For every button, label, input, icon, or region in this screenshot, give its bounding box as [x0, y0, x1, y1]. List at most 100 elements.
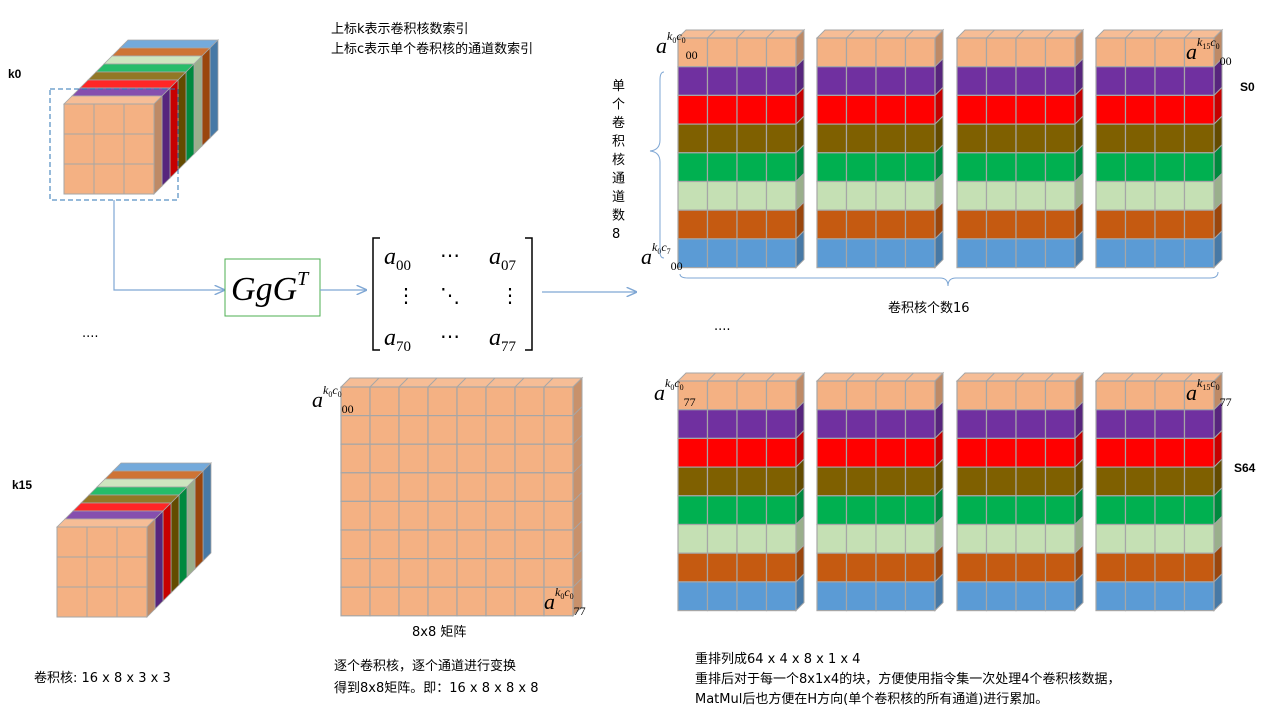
matrix-cell — [485, 529, 516, 560]
column-block — [955, 28, 1085, 269]
selection-dashed-box — [49, 88, 179, 201]
matrix-cell — [543, 557, 574, 588]
arrow-kernel-to-transform — [113, 200, 224, 290]
channel-slab — [56, 518, 156, 618]
channel-label-char: 积 — [612, 135, 625, 150]
annotation-grid-bottom: ak0c077 — [544, 585, 586, 618]
channel-label-char: 卷 — [612, 115, 625, 131]
kernel-count-label: 卷积核个数16 — [888, 300, 970, 316]
column-block — [815, 28, 945, 269]
matrix-cell — [485, 443, 516, 474]
svg-text:⋯: ⋯ — [440, 324, 460, 348]
matrix-cell — [543, 529, 574, 560]
matrix-cell — [514, 529, 545, 560]
matrix-cell — [543, 586, 574, 617]
matrix-cell — [514, 415, 545, 445]
matrix-cell — [485, 472, 516, 502]
matrix-cell — [340, 443, 371, 474]
kernel-count-brace — [679, 271, 1219, 287]
note-superscript-c: 上标c表示单个卷积核的通道数索引 — [331, 41, 533, 57]
svg-text:a00: a00 — [384, 244, 411, 274]
svg-text:⋯: ⋯ — [440, 243, 460, 267]
column-block — [676, 371, 806, 612]
matrix-cell — [514, 586, 545, 617]
svg-text:⋮: ⋮ — [500, 283, 520, 307]
channel-label-char: 单 — [612, 79, 625, 94]
channel-label-char: 数 — [612, 209, 625, 224]
matrix-cell — [543, 443, 574, 474]
svg-text:⋮: ⋮ — [396, 283, 416, 307]
matrix-cell — [398, 529, 429, 560]
label-s0: S0 — [1240, 80, 1255, 94]
matrix-cell — [427, 443, 458, 474]
matrix-cell — [398, 443, 429, 474]
matrix-cell — [456, 386, 487, 417]
column-block — [1094, 28, 1224, 269]
matrix-cell — [427, 586, 458, 617]
matrix-cell — [369, 529, 400, 560]
annotation-bottom-right: ak15c077 — [1186, 376, 1232, 409]
matrix-cell — [427, 500, 458, 531]
matrix-cell — [456, 415, 487, 445]
matrix-cell — [514, 443, 545, 474]
matrix-cell — [369, 415, 400, 445]
matrix-cell — [456, 500, 487, 531]
channel-label-char: 通 — [612, 172, 625, 187]
matrix-cell — [398, 472, 429, 502]
matrix-label: 8x8 矩阵 — [412, 625, 466, 640]
channel-slab — [63, 95, 163, 195]
matrix-cell — [398, 415, 429, 445]
matrix-cell — [398, 557, 429, 588]
annotation-grid-top: ak0c000 — [312, 383, 354, 416]
matrix-cell — [427, 386, 458, 417]
matrix-cell — [398, 500, 429, 531]
channel-brace — [649, 71, 665, 259]
annotation-bottom-left: ak0c077 — [654, 376, 696, 409]
matrix-cell — [340, 500, 371, 531]
channel-label-char: 8 — [612, 227, 620, 242]
column-block — [815, 371, 945, 612]
matrix-cell — [514, 472, 545, 502]
svg-text:a07: a07 — [489, 244, 517, 274]
channel-label-char: 道 — [612, 190, 625, 205]
column-block — [676, 28, 806, 269]
annotation-top-left-last: ak0c700 — [641, 240, 683, 273]
transform-desc-line1: 逐个卷积核，逐个通道进行变换 — [334, 658, 516, 674]
matrix-notation: a00 a07 a70 a77 ⋯ ⋯ ⋮ ⋮ ⋱ — [372, 237, 533, 355]
channel-label-char: 核 — [612, 153, 625, 168]
transform-formula: GgGT — [231, 268, 310, 308]
matrix-cell — [340, 557, 371, 588]
matrix-8x8-grid — [339, 376, 584, 618]
matrix-cell — [485, 386, 516, 417]
rearrange-desc-line2: 重排后对于每一个8x1x4的块，方便使用指令集一次处理4个卷积核数据， — [695, 671, 1120, 687]
annotation-top-left-first: ak0c000 — [656, 29, 698, 62]
matrix-cell — [514, 500, 545, 531]
matrix-cell — [369, 500, 400, 531]
label-s64: S64 — [1234, 461, 1256, 475]
note-superscript-k: 上标k表示卷积核数索引 — [331, 21, 469, 37]
matrix-cell — [340, 529, 371, 560]
matrix-cell — [398, 586, 429, 617]
ellipsis-left: .... — [82, 326, 99, 341]
kernel-cube-k15 — [56, 462, 212, 618]
matrix-cell — [485, 415, 516, 445]
transform-box — [224, 258, 321, 317]
channel-label-char: 个 — [612, 98, 625, 113]
rearrange-desc-line1: 重排列成64 x 4 x 8 x 1 x 4 — [695, 651, 860, 667]
column-stacks-s64 — [676, 371, 1224, 612]
matrix-cell — [543, 415, 574, 445]
annotation-top-right: ak15c000 — [1186, 35, 1232, 68]
svg-text:⋱: ⋱ — [440, 283, 460, 307]
svg-text:a77: a77 — [489, 325, 517, 355]
matrix-cell — [485, 500, 516, 531]
matrix-cell — [369, 557, 400, 588]
matrix-cell — [369, 586, 400, 617]
matrix-cell — [543, 472, 574, 502]
matrix-cell — [427, 529, 458, 560]
svg-text:a70: a70 — [384, 325, 411, 355]
matrix-cell — [398, 386, 429, 417]
matrix-cell — [456, 586, 487, 617]
rearrange-desc-line3: MatMul后也方便在H方向(单个卷积核的所有通道)进行累加。 — [695, 691, 1048, 707]
